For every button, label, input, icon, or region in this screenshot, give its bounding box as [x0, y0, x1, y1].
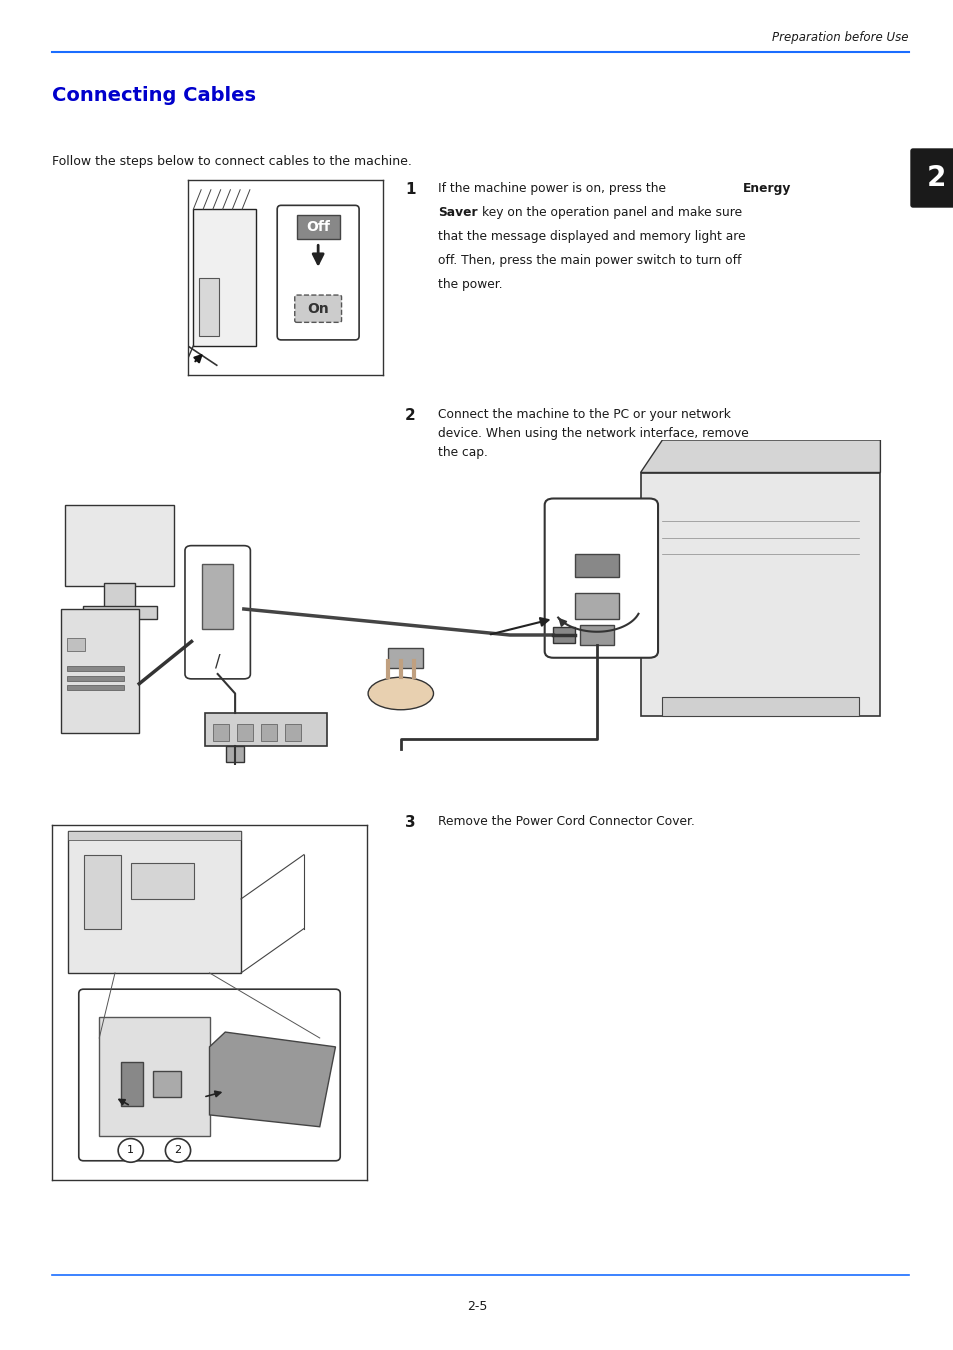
FancyBboxPatch shape [544, 498, 658, 657]
Bar [661, 697, 858, 717]
Text: 1: 1 [405, 182, 416, 197]
Circle shape [165, 1138, 191, 1162]
Bar [261, 725, 276, 741]
Bar [639, 472, 880, 717]
Text: Remove the Power Cord Connector Cover.: Remove the Power Cord Connector Cover. [437, 815, 694, 828]
Bar [193, 209, 255, 346]
Bar [575, 593, 618, 618]
Bar [131, 864, 193, 899]
Text: On: On [307, 301, 329, 316]
Bar [68, 639, 85, 651]
Bar [68, 675, 124, 680]
Bar [68, 666, 124, 671]
Bar [61, 609, 139, 733]
Bar [237, 725, 253, 741]
Bar [68, 686, 124, 690]
Bar [579, 625, 614, 645]
Text: 2: 2 [174, 1145, 181, 1156]
Bar [68, 830, 241, 840]
FancyBboxPatch shape [185, 545, 250, 679]
Bar [202, 563, 233, 629]
Bar [152, 1071, 181, 1098]
Bar [296, 215, 339, 239]
Bar [82, 606, 156, 618]
Bar [68, 830, 241, 973]
Bar [84, 855, 121, 929]
Text: Off: Off [306, 220, 330, 234]
Bar [575, 554, 618, 576]
Text: 2-5: 2-5 [466, 1300, 487, 1314]
Text: Connecting Cables: Connecting Cables [52, 86, 255, 105]
Polygon shape [639, 440, 880, 472]
Polygon shape [210, 1033, 335, 1127]
Bar [121, 1061, 143, 1106]
Text: the power.: the power. [437, 278, 502, 292]
Text: key on the operation panel and make sure: key on the operation panel and make sure [481, 207, 741, 219]
Text: /: / [214, 652, 220, 670]
Bar [104, 583, 134, 609]
Bar [199, 278, 218, 336]
FancyBboxPatch shape [294, 296, 341, 323]
Text: 1: 1 [127, 1145, 134, 1156]
Bar [213, 725, 229, 741]
Text: Preparation before Use: Preparation before Use [772, 31, 908, 45]
FancyBboxPatch shape [79, 990, 340, 1161]
Bar [99, 1018, 210, 1135]
FancyBboxPatch shape [277, 205, 358, 340]
FancyBboxPatch shape [910, 148, 953, 207]
Text: 2: 2 [925, 163, 944, 192]
Text: Saver: Saver [437, 207, 477, 219]
Bar [387, 648, 422, 667]
Ellipse shape [368, 678, 433, 710]
Text: Connect the machine to the PC or your network
device. When using the network int: Connect the machine to the PC or your ne… [437, 408, 748, 459]
Bar [204, 713, 326, 745]
Bar [553, 626, 575, 643]
Text: If the machine power is on, press the: If the machine power is on, press the [437, 182, 669, 194]
Bar [226, 745, 244, 761]
Bar [65, 505, 173, 586]
Bar [285, 725, 300, 741]
Text: 3: 3 [405, 815, 416, 830]
Text: Energy: Energy [742, 182, 791, 194]
Text: 2: 2 [405, 408, 416, 423]
Text: Follow the steps below to connect cables to the machine.: Follow the steps below to connect cables… [52, 155, 412, 167]
Circle shape [118, 1138, 143, 1162]
Text: that the message displayed and memory light are: that the message displayed and memory li… [437, 230, 745, 243]
Text: off. Then, press the main power switch to turn off: off. Then, press the main power switch t… [437, 254, 740, 267]
